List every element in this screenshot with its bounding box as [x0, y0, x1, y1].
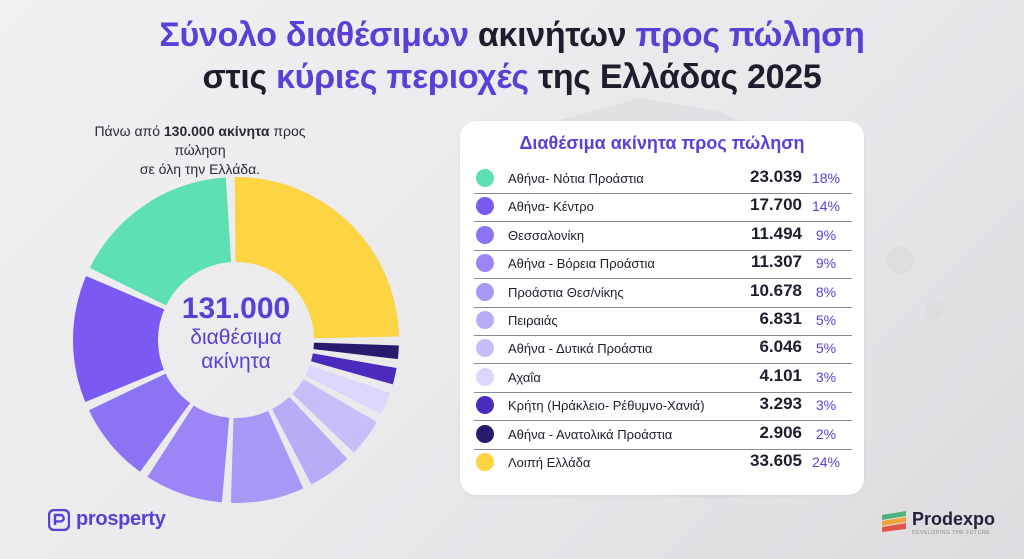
region-count: 2.906: [759, 422, 802, 442]
region-count: 10.678: [750, 280, 802, 300]
region-percent: 8%: [815, 283, 837, 300]
subtitle-bold: 130.000 ακίνητα: [163, 123, 270, 139]
region-name: Αθήνα - Ανατολικά Προάστια: [508, 426, 673, 442]
table-row: Αχαΐα 4.101 3%: [474, 364, 852, 393]
region-percent: 24%: [811, 454, 841, 470]
region-name: Προάστια Θεσ/νίκης: [508, 284, 624, 300]
region-name: Λοιπή Ελλάδα: [508, 455, 591, 470]
legend-color-dot: [476, 311, 494, 329]
table-row: Θεσσαλονίκη 11.494 9%: [474, 222, 852, 251]
legend-table-panel: Διαθέσιμα ακίνητα προς πώληση Αθήνα- Νότ…: [460, 121, 864, 495]
region-count: 23.039: [750, 167, 802, 186]
legend-color-dot: [476, 225, 494, 244]
donut-slice: [147, 405, 230, 503]
region-count: 17.700: [750, 195, 802, 215]
table-row: Αθήνα- Νότια Προάστια 23.039 18%: [474, 165, 852, 194]
region-percent: 18%: [811, 170, 841, 186]
region-name: Αθήνα - Βόρεια Προάστια: [508, 256, 655, 272]
donut-center-label: 131.000 διαθέσιμα ακίνητα: [160, 292, 312, 374]
region-count: 33.605: [750, 451, 802, 470]
region-percent: 3%: [815, 397, 837, 414]
legend-color-dot: [476, 453, 494, 471]
title-part: ακινήτων: [468, 16, 636, 54]
region-name: Κρήτη (Ηράκλειο- Ρέθυμνο-Χανιά): [508, 398, 705, 414]
main-title-line-1: Σύνολο διαθέσιμων ακινήτων προς πώληση: [0, 16, 1024, 55]
subtitle: Πάνω από 130.000 ακίνητα προς πώληση σε …: [70, 122, 330, 179]
donut-slice: [305, 365, 391, 415]
legend-color-dot: [476, 424, 494, 443]
legend-color-dot: [476, 254, 494, 273]
table-row: Αθήνα- Κέντρο 17.700 14%: [474, 193, 852, 223]
prosperty-logo-text: prosperty: [76, 508, 166, 530]
title-part: στις: [202, 58, 277, 96]
region-percent: 9%: [815, 255, 837, 272]
title-part: Σύνολο διαθέσιμων: [159, 16, 469, 54]
table-row: Κρήτη (Ηράκλειο- Ρέθυμνο-Χανιά) 3.293 3%: [474, 392, 852, 422]
title-part: της Ελλάδας 2025: [528, 58, 822, 96]
center-total: 131.000: [181, 292, 291, 325]
region-name: Πειραιάς: [508, 313, 558, 328]
prosperty-logo-icon: [48, 509, 70, 531]
legend-color-dot: [476, 396, 494, 415]
main-title-line-2: στις κύριες περιοχές της Ελλάδας 2025: [0, 58, 1024, 97]
region-count: 11.307: [750, 252, 802, 272]
legend-color-dot: [476, 169, 494, 187]
region-count: 11.494: [750, 223, 802, 243]
donut-slice: [311, 353, 397, 385]
table-title: Διαθέσιμα ακίνητα προς πώληση: [519, 133, 805, 153]
table-row: Αθήνα - Βόρεια Προάστια 11.307 9%: [474, 250, 852, 280]
center-label-1: διαθέσιμα: [190, 326, 282, 349]
region-percent: 5%: [815, 340, 837, 357]
center-label-2: ακίνητα: [201, 350, 271, 373]
region-percent: 2%: [815, 425, 837, 442]
region-count: 6.046: [759, 337, 802, 357]
region-percent: 3%: [815, 368, 837, 385]
prodexpo-logo-icon: [882, 511, 906, 532]
donut-slice: [292, 379, 377, 453]
subtitle-prefix: Πάνω από: [94, 123, 164, 139]
table-row: Προάστια Θεσ/νίκης 10.678 8%: [474, 279, 852, 308]
region-percent: 14%: [811, 198, 841, 215]
donut-slice: [88, 373, 191, 472]
legend-color-dot: [476, 367, 494, 386]
prodexpo-logo: Prodexpo DEVELOPING THE FUTURE: [880, 507, 1000, 541]
donut-slice: [313, 342, 399, 360]
title-part: κύριες περιοχές: [276, 58, 529, 96]
donut-slice: [230, 411, 304, 503]
donut-slice: [272, 396, 348, 485]
region-name: Αθήνα - Δυτικά Προάστια: [508, 341, 653, 357]
legend-color-dot: [476, 339, 494, 358]
table-row: Αθήνα - Δυτικά Προάστια 6.046 5%: [474, 335, 852, 365]
donut-slice: [89, 177, 232, 306]
region-count: 6.831: [759, 309, 802, 328]
prodexpo-logo-text: Prodexpo: [912, 509, 996, 529]
subtitle-suffix: προς πώληση: [174, 123, 306, 158]
region-count: 4.101: [759, 365, 802, 385]
legend-color-dot: [476, 282, 494, 301]
donut-slice: [234, 177, 399, 339]
region-name: Αθήνα- Νότια Προάστια: [508, 171, 644, 186]
prodexpo-tagline: DEVELOPING THE FUTURE: [912, 530, 991, 536]
region-count: 3.293: [759, 394, 802, 414]
title-part: προς πώληση: [635, 16, 865, 54]
region-name: Θεσσαλονίκη: [508, 227, 585, 243]
subtitle-line-2: σε όλη την Ελλάδα.: [139, 161, 261, 177]
region-name: Αχαΐα: [508, 369, 541, 385]
region-name: Αθήνα- Κέντρο: [508, 199, 594, 215]
donut-slice: [72, 276, 165, 403]
table-row: Αθήνα - Ανατολικά Προάστια 2.906 2%: [474, 421, 852, 450]
table-row: Πειραιάς 6.831 5%: [474, 307, 852, 336]
table-row: Λοιπή Ελλάδα 33.605 24%: [474, 449, 852, 477]
region-percent: 5%: [815, 312, 837, 328]
region-percent: 9%: [815, 226, 837, 243]
legend-color-dot: [476, 197, 494, 216]
